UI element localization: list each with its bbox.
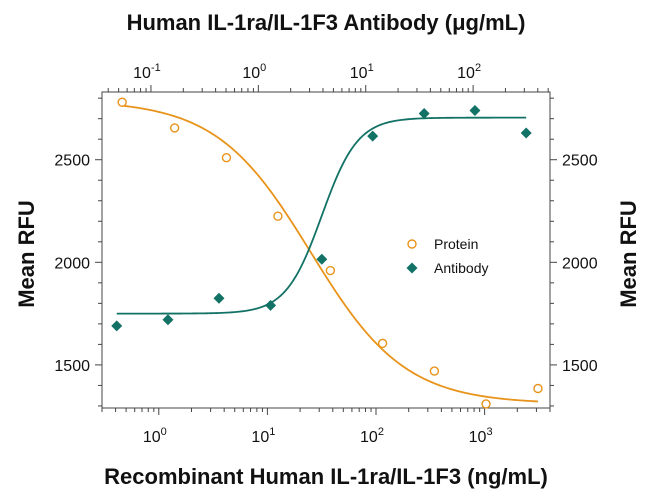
legend-protein-marker bbox=[407, 239, 417, 249]
bottom-axis-title: Recombinant Human IL-1ra/IL-1F3 (ng/mL) bbox=[104, 464, 548, 489]
antibody-data-point bbox=[520, 127, 532, 139]
y-right-tick-label: 2500 bbox=[562, 153, 598, 170]
y-right-tick-label: 1500 bbox=[562, 358, 598, 375]
x-tick-label: 101 bbox=[251, 426, 275, 446]
y-right-tick-label: 2000 bbox=[562, 255, 598, 272]
top-tick-label: 100 bbox=[242, 62, 266, 82]
legend-protein-label: Protein bbox=[434, 236, 478, 252]
y-left-tick-label: 1500 bbox=[54, 358, 90, 375]
protein-data-point bbox=[429, 366, 440, 376]
plot-frame bbox=[101, 91, 551, 409]
x-tick-label: 103 bbox=[469, 426, 493, 446]
antibody-fit-curve bbox=[116, 116, 527, 315]
legend-antibody-label: Antibody bbox=[434, 260, 488, 276]
top-tick-label: 102 bbox=[457, 62, 481, 82]
antibody-data-point bbox=[367, 130, 379, 142]
right-y-axis-title: Mean RFU bbox=[616, 200, 641, 308]
x-tick-label: 100 bbox=[143, 426, 167, 446]
antibody-data-point bbox=[316, 253, 328, 265]
protein-data-point bbox=[533, 383, 543, 394]
antibody-data-point bbox=[111, 320, 123, 332]
protein-data-point bbox=[117, 97, 127, 107]
antibody-data-point bbox=[265, 299, 277, 311]
protein-data-point bbox=[325, 265, 336, 276]
y-left-tick-label: 2500 bbox=[54, 153, 90, 170]
protein-data-point bbox=[377, 338, 388, 349]
antibody-data-point bbox=[418, 108, 430, 120]
protein-data-point bbox=[221, 152, 232, 163]
top-tick-label: 10-1 bbox=[133, 62, 161, 82]
y-left-tick-label: 2000 bbox=[54, 255, 90, 272]
legend-antibody-marker bbox=[406, 262, 418, 274]
protein-data-point bbox=[481, 399, 491, 409]
antibody-data-point bbox=[162, 314, 174, 326]
top-tick-label: 101 bbox=[350, 62, 374, 82]
plot-layer: 100 101 102 103 10-1 100 101 102 1500 1500 2000 200… bbox=[54, 62, 597, 446]
antibody-data-point bbox=[213, 292, 225, 304]
left-y-axis-title: Mean RFU bbox=[14, 200, 39, 308]
antibody-data-point bbox=[469, 104, 481, 116]
protein-data-point bbox=[169, 123, 180, 133]
protein-fit-curve bbox=[122, 104, 539, 403]
top-axis-title: Human IL-1ra/IL-1F3 Antibody (μg/mL) bbox=[127, 10, 526, 35]
x-tick-label: 102 bbox=[360, 426, 384, 446]
legend-box bbox=[388, 228, 528, 284]
protein-data-point bbox=[273, 211, 283, 221]
